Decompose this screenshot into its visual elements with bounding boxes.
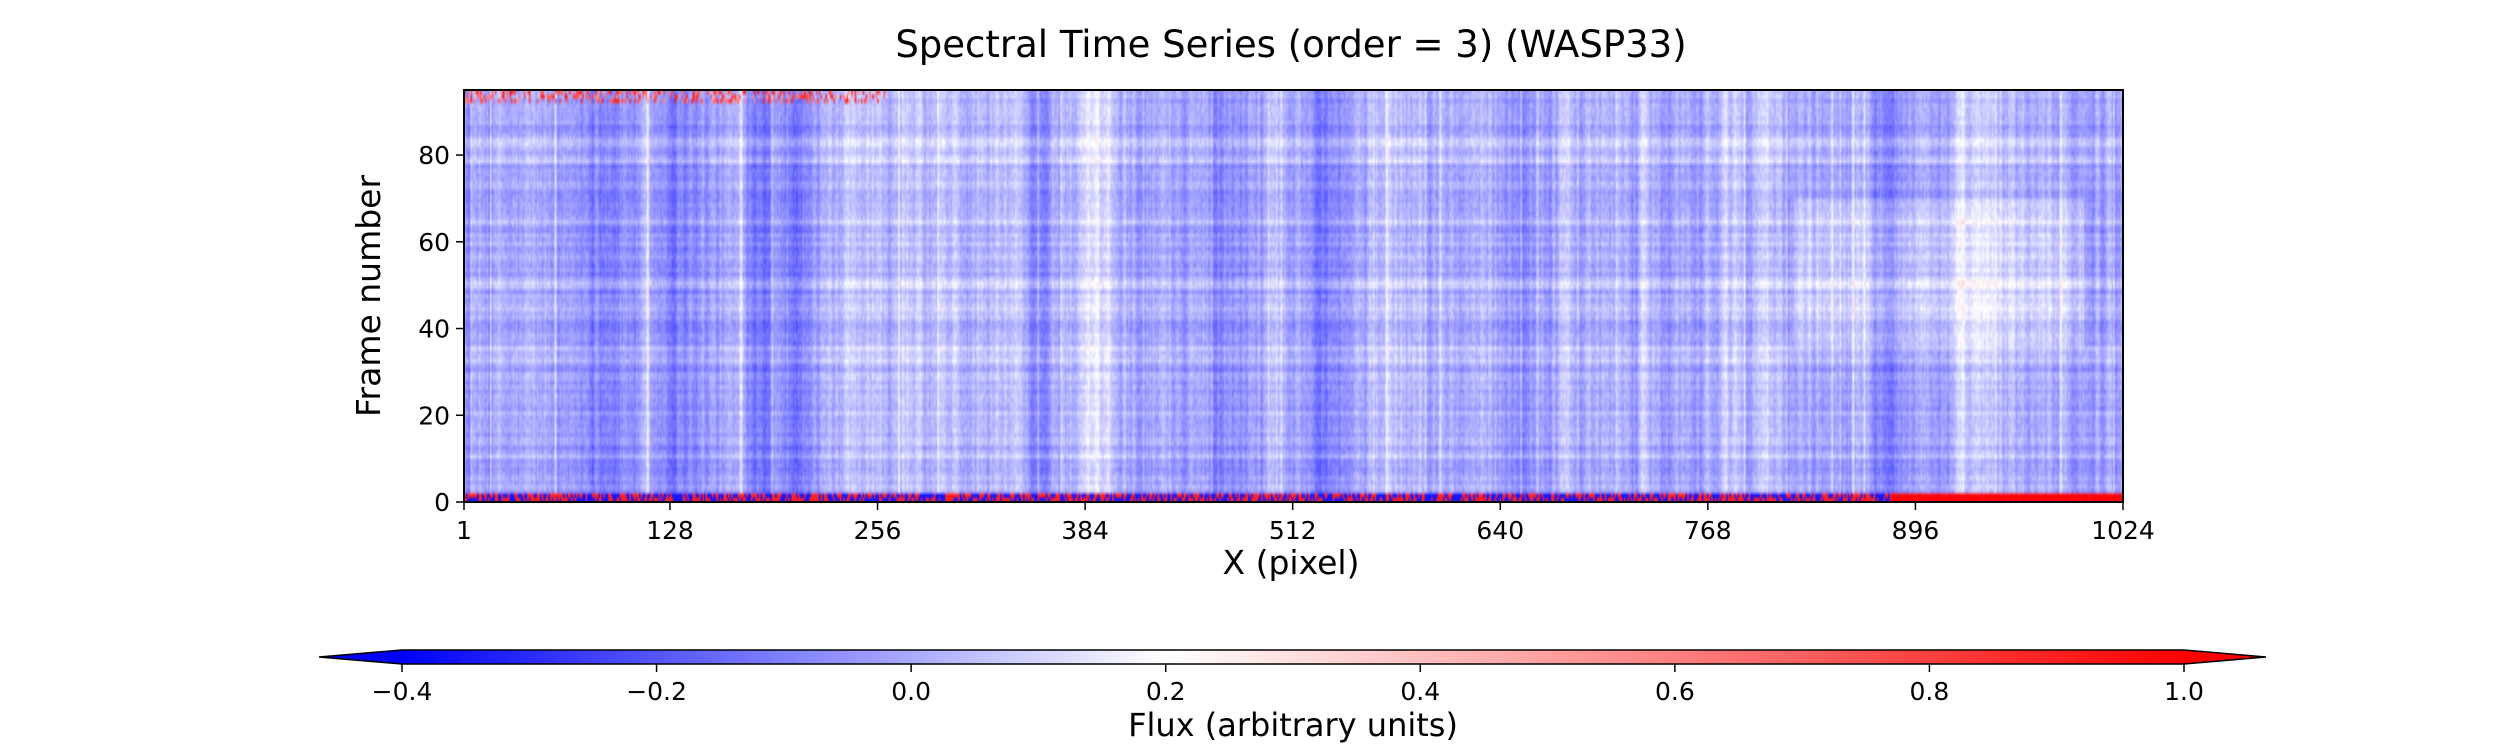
x-tick-label: 256 (854, 516, 902, 545)
colorbar-tick-label: −0.2 (626, 677, 687, 706)
colorbar-tick-label: 0.8 (1910, 677, 1950, 706)
x-axis-label: X (pixel) (1223, 543, 1360, 582)
heatmap-image (464, 90, 2123, 502)
x-tick-label: 128 (646, 516, 694, 545)
y-axis-label: Frame number (349, 175, 388, 418)
colorbar-tick-label: 0.6 (1655, 677, 1695, 706)
x-axis: 1 128 256 384 512 640 768 896 1024 (456, 502, 2155, 545)
colorbar-extend-high (2184, 650, 2266, 664)
colorbar: −0.4 −0.2 0.0 0.2 0.4 0.6 0.8 1.0 Flux (arbitra… (318, 649, 2267, 744)
colorbar-tick-label: 0.2 (1146, 677, 1186, 706)
y-tick-label: 40 (418, 315, 450, 344)
colorbar-ticks: −0.4 −0.2 0.0 0.2 0.4 0.6 0.8 1.0 (372, 664, 2204, 706)
heatmap-plot-area (463, 89, 2124, 503)
y-tick-label: 60 (418, 228, 450, 257)
x-tick-label: 1 (456, 516, 472, 545)
plot-frame (463, 89, 2124, 503)
x-tick-label: 384 (1061, 516, 1109, 545)
colorbar-tick-label: 1.0 (2164, 677, 2204, 706)
chart-title: Spectral Time Series (order = 3) (WASP33… (895, 23, 1686, 66)
x-tick-label: 512 (1269, 516, 1317, 545)
y-tick-label: 80 (418, 141, 450, 170)
x-tick-label: 768 (1684, 516, 1732, 545)
colorbar-extend-low (319, 650, 402, 664)
y-tick-label: 0 (434, 488, 450, 517)
colorbar-tick-label: 0.4 (1400, 677, 1440, 706)
colorbar-gradient (402, 650, 2184, 664)
y-axis: 0 20 40 60 80 (418, 141, 464, 517)
colorbar-tick-label: −0.4 (372, 677, 433, 706)
x-tick-label: 896 (1892, 516, 1940, 545)
x-tick-label: 1024 (2091, 516, 2155, 545)
colorbar-tick-label: 0.0 (891, 677, 931, 706)
y-tick-label: 20 (418, 401, 450, 430)
x-tick-label: 640 (1476, 516, 1524, 545)
colorbar-label: Flux (arbitrary units) (1128, 706, 1458, 744)
